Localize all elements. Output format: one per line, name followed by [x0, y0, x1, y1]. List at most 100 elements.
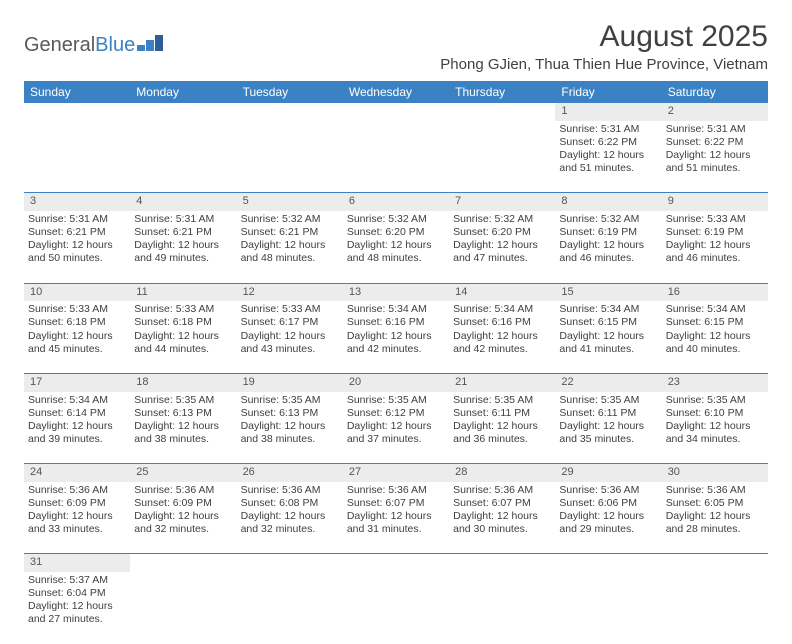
daylight-text: Daylight: 12 hours: [241, 420, 339, 433]
day-number-cell: 15: [555, 283, 661, 301]
sunrise-text: Sunrise: 5:36 AM: [134, 484, 232, 497]
day-detail-cell: Sunrise: 5:31 AMSunset: 6:21 PMDaylight:…: [130, 211, 236, 283]
day-detail-row: Sunrise: 5:34 AMSunset: 6:14 PMDaylight:…: [24, 392, 768, 464]
daylight-text: and 49 minutes.: [134, 252, 232, 265]
sunset-text: Sunset: 6:20 PM: [453, 226, 551, 239]
sunrise-text: Sunrise: 5:36 AM: [453, 484, 551, 497]
sunrise-text: Sunrise: 5:33 AM: [28, 303, 126, 316]
sunrise-text: Sunrise: 5:31 AM: [559, 123, 657, 136]
daylight-text: and 29 minutes.: [559, 523, 657, 536]
sunrise-text: Sunrise: 5:36 AM: [347, 484, 445, 497]
day-number-cell: 20: [343, 373, 449, 391]
day-number-row: 24252627282930: [24, 464, 768, 482]
weekday-header: Tuesday: [237, 81, 343, 103]
day-number-row: 31: [24, 554, 768, 572]
daylight-text: Daylight: 12 hours: [453, 420, 551, 433]
day-detail-cell: Sunrise: 5:34 AMSunset: 6:16 PMDaylight:…: [449, 301, 555, 373]
day-detail-cell: Sunrise: 5:34 AMSunset: 6:15 PMDaylight:…: [662, 301, 768, 373]
day-number-cell: [237, 103, 343, 121]
day-detail-cell: [449, 572, 555, 644]
daylight-text: and 36 minutes.: [453, 433, 551, 446]
day-number-cell: 16: [662, 283, 768, 301]
sunrise-text: Sunrise: 5:33 AM: [241, 303, 339, 316]
daylight-text: Daylight: 12 hours: [666, 149, 764, 162]
sunset-text: Sunset: 6:18 PM: [134, 316, 232, 329]
day-number-cell: 23: [662, 373, 768, 391]
sunrise-text: Sunrise: 5:33 AM: [666, 213, 764, 226]
day-detail-cell: [130, 121, 236, 193]
sunset-text: Sunset: 6:17 PM: [241, 316, 339, 329]
daylight-text: Daylight: 12 hours: [453, 239, 551, 252]
day-number-cell: 19: [237, 373, 343, 391]
day-number-cell: 1: [555, 103, 661, 121]
daylight-text: Daylight: 12 hours: [28, 239, 126, 252]
day-detail-cell: Sunrise: 5:32 AMSunset: 6:20 PMDaylight:…: [343, 211, 449, 283]
day-number-cell: 27: [343, 464, 449, 482]
daylight-text: and 46 minutes.: [666, 252, 764, 265]
day-number-cell: 7: [449, 193, 555, 211]
day-number-cell: 31: [24, 554, 130, 572]
day-detail-cell: Sunrise: 5:35 AMSunset: 6:13 PMDaylight:…: [237, 392, 343, 464]
day-detail-row: Sunrise: 5:31 AMSunset: 6:21 PMDaylight:…: [24, 211, 768, 283]
daylight-text: Daylight: 12 hours: [666, 330, 764, 343]
day-number-cell: 24: [24, 464, 130, 482]
daylight-text: and 45 minutes.: [28, 343, 126, 356]
day-number-cell: [343, 554, 449, 572]
header: GeneralBlue August 2025 Phong GJien, Thu…: [24, 20, 768, 73]
day-number-cell: 29: [555, 464, 661, 482]
sunrise-text: Sunrise: 5:35 AM: [453, 394, 551, 407]
daylight-text: Daylight: 12 hours: [666, 420, 764, 433]
daylight-text: and 38 minutes.: [241, 433, 339, 446]
daylight-text: and 44 minutes.: [134, 343, 232, 356]
sunrise-text: Sunrise: 5:35 AM: [666, 394, 764, 407]
daylight-text: Daylight: 12 hours: [559, 149, 657, 162]
daylight-text: and 32 minutes.: [241, 523, 339, 536]
daylight-text: Daylight: 12 hours: [559, 510, 657, 523]
day-number-cell: 21: [449, 373, 555, 391]
day-detail-cell: Sunrise: 5:35 AMSunset: 6:11 PMDaylight:…: [449, 392, 555, 464]
sunset-text: Sunset: 6:22 PM: [666, 136, 764, 149]
day-detail-cell: Sunrise: 5:37 AMSunset: 6:04 PMDaylight:…: [24, 572, 130, 644]
day-detail-cell: Sunrise: 5:32 AMSunset: 6:21 PMDaylight:…: [237, 211, 343, 283]
sunrise-text: Sunrise: 5:35 AM: [559, 394, 657, 407]
sunrise-text: Sunrise: 5:32 AM: [241, 213, 339, 226]
sunrise-text: Sunrise: 5:32 AM: [453, 213, 551, 226]
daylight-text: Daylight: 12 hours: [666, 239, 764, 252]
daylight-text: Daylight: 12 hours: [559, 239, 657, 252]
day-number-cell: [130, 554, 236, 572]
logo-text-part2: Blue: [95, 34, 135, 57]
sunset-text: Sunset: 6:22 PM: [559, 136, 657, 149]
day-detail-cell: Sunrise: 5:36 AMSunset: 6:09 PMDaylight:…: [130, 482, 236, 554]
daylight-text: and 39 minutes.: [28, 433, 126, 446]
sunrise-text: Sunrise: 5:36 AM: [28, 484, 126, 497]
location-subtitle: Phong GJien, Thua Thien Hue Province, Vi…: [440, 56, 768, 73]
sunrise-text: Sunrise: 5:34 AM: [28, 394, 126, 407]
day-number-cell: 17: [24, 373, 130, 391]
sunrise-text: Sunrise: 5:36 AM: [666, 484, 764, 497]
day-detail-cell: Sunrise: 5:35 AMSunset: 6:13 PMDaylight:…: [130, 392, 236, 464]
day-detail-cell: Sunrise: 5:32 AMSunset: 6:20 PMDaylight:…: [449, 211, 555, 283]
day-number-cell: [662, 554, 768, 572]
sunrise-text: Sunrise: 5:31 AM: [134, 213, 232, 226]
day-detail-cell: [237, 572, 343, 644]
daylight-text: Daylight: 12 hours: [241, 239, 339, 252]
sunrise-text: Sunrise: 5:35 AM: [241, 394, 339, 407]
day-number-cell: [343, 103, 449, 121]
daylight-text: Daylight: 12 hours: [28, 420, 126, 433]
day-number-cell: 10: [24, 283, 130, 301]
weekday-header-row: SundayMondayTuesdayWednesdayThursdayFrid…: [24, 81, 768, 103]
day-number-cell: 4: [130, 193, 236, 211]
sunset-text: Sunset: 6:05 PM: [666, 497, 764, 510]
title-block: August 2025 Phong GJien, Thua Thien Hue …: [440, 20, 768, 73]
daylight-text: and 50 minutes.: [28, 252, 126, 265]
daylight-text: and 42 minutes.: [453, 343, 551, 356]
sunrise-text: Sunrise: 5:34 AM: [347, 303, 445, 316]
sunset-text: Sunset: 6:14 PM: [28, 407, 126, 420]
day-detail-cell: Sunrise: 5:36 AMSunset: 6:06 PMDaylight:…: [555, 482, 661, 554]
day-detail-cell: [343, 572, 449, 644]
day-detail-cell: Sunrise: 5:33 AMSunset: 6:19 PMDaylight:…: [662, 211, 768, 283]
daylight-text: and 48 minutes.: [241, 252, 339, 265]
daylight-text: Daylight: 12 hours: [347, 239, 445, 252]
sunset-text: Sunset: 6:16 PM: [453, 316, 551, 329]
daylight-text: Daylight: 12 hours: [28, 510, 126, 523]
